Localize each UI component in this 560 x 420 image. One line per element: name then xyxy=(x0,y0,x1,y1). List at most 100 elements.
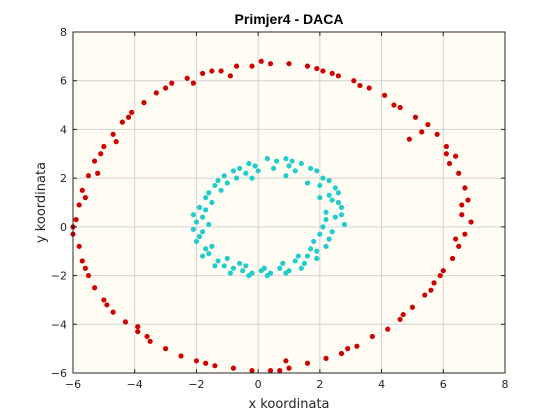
data-point-series-1 xyxy=(409,304,416,310)
data-point-series-2 xyxy=(237,165,243,171)
data-point-series-1 xyxy=(443,151,449,157)
data-point-series-2 xyxy=(246,160,252,167)
data-point-series-2 xyxy=(209,199,215,206)
y-tick-label: −4 xyxy=(51,318,67,331)
data-point-series-1 xyxy=(79,187,85,193)
data-point-series-1 xyxy=(431,280,437,286)
data-point-series-2 xyxy=(314,255,320,262)
data-point-series-1 xyxy=(443,143,449,150)
data-point-series-2 xyxy=(264,272,270,279)
data-point-series-2 xyxy=(200,253,206,259)
data-point-series-2 xyxy=(249,175,255,181)
data-point-series-1 xyxy=(98,151,104,157)
data-point-series-2 xyxy=(277,265,283,271)
data-point-series-1 xyxy=(304,360,311,366)
data-point-series-1 xyxy=(357,82,363,89)
data-point-series-1 xyxy=(465,197,471,203)
data-point-series-1 xyxy=(144,333,150,340)
x-axis-label: x koordinata xyxy=(248,397,329,412)
data-point-series-2 xyxy=(326,177,332,184)
data-point-series-2 xyxy=(212,263,218,269)
data-point-series-2 xyxy=(286,163,292,169)
data-point-series-1 xyxy=(85,272,92,279)
data-point-series-2 xyxy=(335,199,341,206)
data-point-series-1 xyxy=(147,338,153,344)
data-point-series-2 xyxy=(264,156,270,162)
data-point-series-2 xyxy=(323,209,329,215)
data-point-series-2 xyxy=(329,229,335,235)
data-point-series-2 xyxy=(230,265,237,271)
x-tick-label: −6 xyxy=(65,378,81,391)
data-point-series-1 xyxy=(428,287,434,293)
data-point-series-2 xyxy=(237,260,243,266)
data-point-series-2 xyxy=(243,170,249,176)
data-point-series-1 xyxy=(79,258,85,264)
data-point-series-2 xyxy=(243,263,249,269)
data-point-series-2 xyxy=(320,224,326,230)
data-point-series-1 xyxy=(446,160,453,167)
y-tick-label: −2 xyxy=(51,270,67,283)
data-point-series-2 xyxy=(308,165,314,171)
data-point-series-1 xyxy=(286,61,292,67)
data-point-series-1 xyxy=(462,185,468,191)
data-point-series-1 xyxy=(209,68,215,74)
data-point-series-1 xyxy=(397,104,403,111)
data-point-series-2 xyxy=(224,255,230,262)
data-point-series-1 xyxy=(110,131,116,137)
data-point-series-1 xyxy=(267,61,274,67)
data-point-series-2 xyxy=(203,195,209,201)
data-point-series-2 xyxy=(218,187,224,193)
data-point-series-2 xyxy=(212,182,218,189)
data-point-series-2 xyxy=(200,229,206,235)
data-point-series-1 xyxy=(135,328,141,335)
data-point-series-1 xyxy=(329,70,335,77)
data-point-series-1 xyxy=(434,131,440,137)
data-point-series-2 xyxy=(215,258,221,264)
data-point-series-2 xyxy=(329,197,335,203)
data-point-series-2 xyxy=(215,177,221,184)
data-point-series-2 xyxy=(255,168,261,174)
data-point-series-2 xyxy=(304,180,311,186)
data-point-series-1 xyxy=(129,109,135,115)
data-point-series-1 xyxy=(406,136,412,142)
data-point-series-1 xyxy=(351,78,357,84)
data-point-series-2 xyxy=(289,158,295,164)
data-point-series-1 xyxy=(459,202,465,208)
y-tick-label: 8 xyxy=(60,26,67,39)
data-point-series-1 xyxy=(258,58,264,64)
grid xyxy=(72,31,506,374)
data-point-series-1 xyxy=(203,360,209,366)
data-point-series-1 xyxy=(453,236,459,242)
data-point-series-2 xyxy=(314,248,320,254)
data-point-series-2 xyxy=(292,168,298,174)
data-point-series-2 xyxy=(301,260,308,266)
data-point-series-2 xyxy=(332,185,338,191)
data-point-series-1 xyxy=(382,92,388,98)
data-point-series-1 xyxy=(335,73,341,79)
data-point-series-2 xyxy=(295,253,301,259)
data-point-series-2 xyxy=(326,236,332,242)
x-tick-label: 4 xyxy=(378,378,385,391)
x-tick-label: 8 xyxy=(502,378,509,391)
data-point-series-2 xyxy=(193,219,200,225)
data-point-series-1 xyxy=(190,80,196,86)
data-point-series-1 xyxy=(125,114,132,120)
data-point-series-2 xyxy=(190,226,196,232)
data-point-series-2 xyxy=(206,190,212,196)
data-point-series-2 xyxy=(230,168,237,174)
data-point-series-1 xyxy=(82,195,88,201)
data-point-series-2 xyxy=(317,182,323,189)
data-point-series-2 xyxy=(221,173,227,179)
data-point-series-1 xyxy=(320,68,326,74)
data-point-series-2 xyxy=(206,251,212,257)
y-tick-label: 0 xyxy=(60,221,67,234)
data-point-series-2 xyxy=(246,272,252,279)
data-point-series-2 xyxy=(308,246,314,252)
x-axis-ticks: −6 −4 −2 0 2 4 6 8 xyxy=(65,32,509,391)
data-point-series-1 xyxy=(101,143,107,150)
data-point-series-1 xyxy=(193,358,200,364)
data-point-series-2 xyxy=(298,160,304,167)
data-point-series-1 xyxy=(184,75,190,81)
data-point-series-2 xyxy=(240,268,246,274)
